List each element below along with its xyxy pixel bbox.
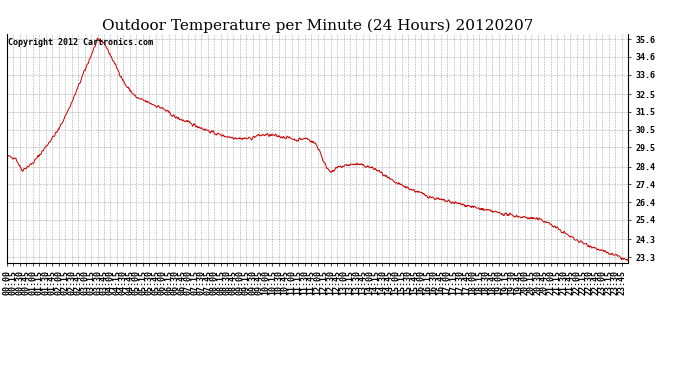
Text: Copyright 2012 Cartronics.com: Copyright 2012 Cartronics.com (8, 38, 153, 47)
Title: Outdoor Temperature per Minute (24 Hours) 20120207: Outdoor Temperature per Minute (24 Hours… (101, 18, 533, 33)
